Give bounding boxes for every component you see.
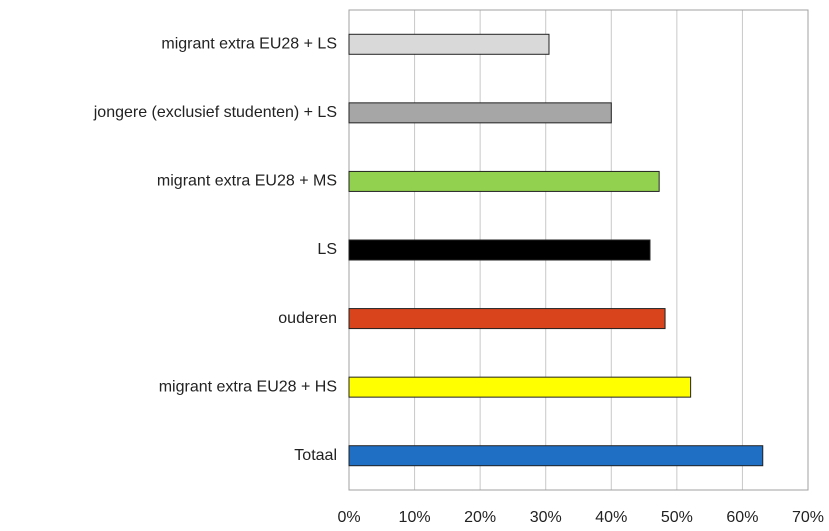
- y-tick-label: migrant extra EU28 + HS: [159, 378, 337, 395]
- bar: [348, 308, 666, 330]
- x-tick-label: 30%: [530, 509, 562, 526]
- x-tick-label: 20%: [464, 509, 496, 526]
- bar: [348, 376, 692, 398]
- y-tick-label: migrant extra EU28 + MS: [157, 173, 337, 190]
- x-tick-label: 10%: [399, 509, 431, 526]
- y-tick-label: jongere (exclusief studenten) + LS: [93, 104, 337, 121]
- y-tick-label: ouderen: [278, 310, 337, 327]
- bar: [348, 33, 550, 55]
- x-tick-label: 70%: [792, 509, 824, 526]
- y-tick-label: migrant extra EU28 + LS: [161, 36, 337, 53]
- bar: [348, 170, 660, 192]
- x-tick-label: 60%: [726, 509, 758, 526]
- y-tick-label: Totaal: [294, 447, 337, 464]
- y-tick-label: LS: [317, 241, 337, 258]
- bar: [348, 445, 764, 467]
- x-tick-label: 0%: [337, 509, 360, 526]
- x-tick-label: 40%: [595, 509, 627, 526]
- bar: [348, 102, 612, 124]
- x-tick-label: 50%: [661, 509, 693, 526]
- bar: [348, 239, 651, 261]
